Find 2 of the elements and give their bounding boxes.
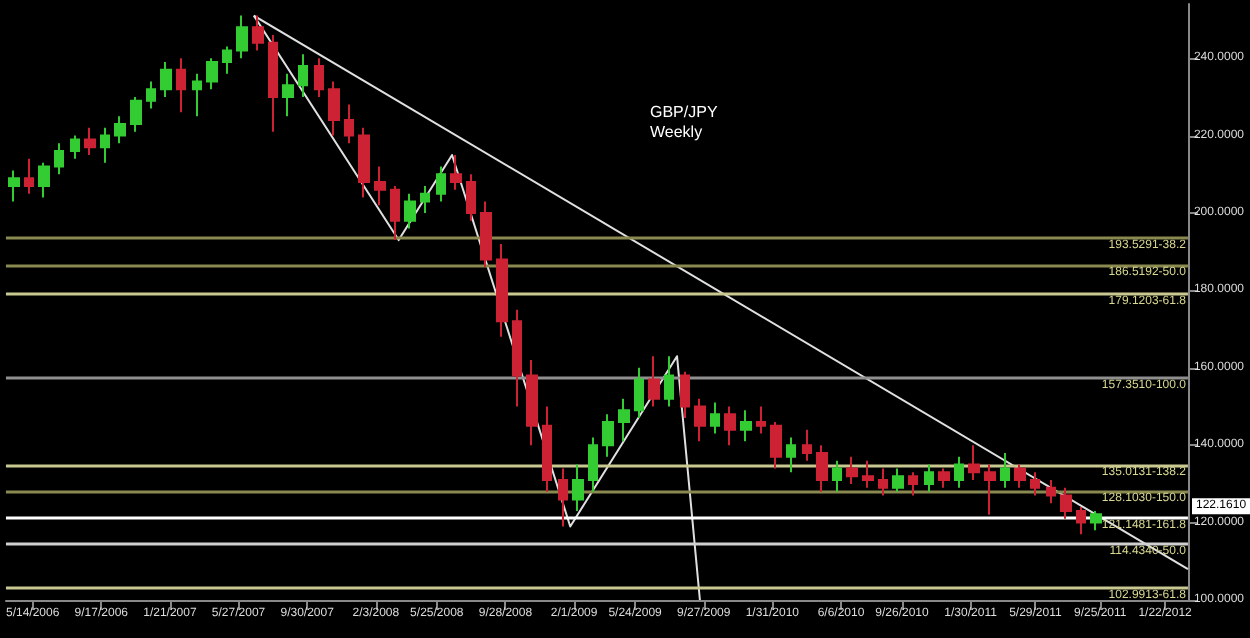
text: GBP/JPY [650,103,719,121]
text: Weekly [650,123,703,141]
